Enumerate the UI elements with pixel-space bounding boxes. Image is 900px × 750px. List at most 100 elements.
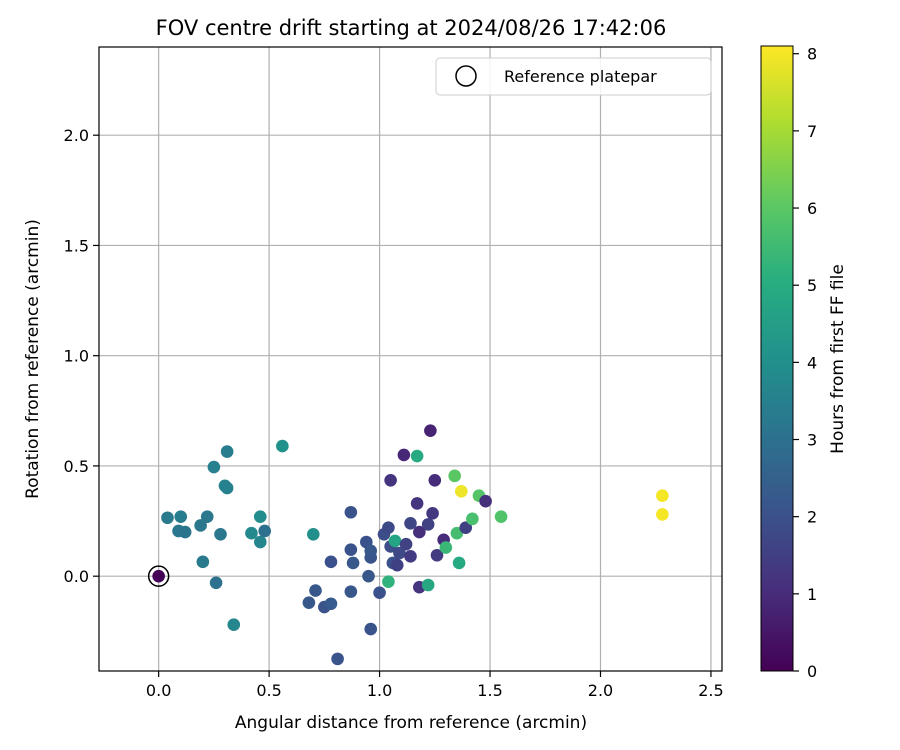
data-point	[364, 622, 378, 636]
colorbar-tick-label: 5	[807, 276, 817, 295]
data-point	[426, 507, 439, 520]
data-point	[220, 481, 234, 495]
data-point	[439, 541, 453, 554]
legend: Reference platepar	[435, 57, 712, 96]
legend-marker	[455, 65, 477, 87]
data-point	[404, 550, 417, 563]
colorbar-tick-label: 3	[807, 431, 817, 450]
data-point	[227, 618, 241, 631]
data-point	[373, 586, 386, 600]
data-point	[309, 584, 322, 597]
colorbar-tick-label: 0	[807, 662, 817, 681]
x-axis-label: Angular distance from reference (arcmin)	[235, 713, 587, 733]
data-point	[324, 555, 338, 569]
y-tick-label: 1.0	[64, 347, 89, 366]
colorbar-tick-label: 8	[807, 45, 817, 64]
data-point	[656, 489, 669, 503]
plot-frame	[98, 46, 723, 672]
y-tick-label: 1.5	[64, 236, 89, 255]
data-point	[220, 445, 234, 458]
y-tick-label: 2.0	[64, 126, 89, 145]
reference-marker	[147, 565, 170, 587]
data-point	[421, 518, 435, 531]
legend-label: Reference platepar	[504, 67, 657, 86]
data-point	[410, 449, 424, 463]
x-tick-label: 2.0	[588, 681, 613, 700]
x-tick-label: 0.5	[256, 681, 281, 700]
reference-platepar-point	[147, 565, 170, 587]
data-point	[253, 510, 267, 523]
y-axis: 0.0 0.5 1.0 1.5 2.0	[64, 126, 99, 586]
data-point	[207, 460, 221, 474]
scatter-points	[152, 424, 669, 666]
colorbar-bar	[760, 45, 794, 672]
data-point	[428, 473, 442, 487]
data-point	[214, 527, 227, 541]
chart-title: FOV centre drift starting at 2024/08/26 …	[156, 16, 667, 40]
data-point	[455, 484, 468, 498]
data-point	[344, 585, 358, 598]
grid	[99, 47, 722, 671]
data-point	[253, 535, 267, 549]
x-tick-label: 0.0	[146, 681, 171, 700]
data-point	[397, 448, 411, 462]
data-point	[459, 521, 473, 534]
data-point	[452, 556, 466, 570]
data-point	[404, 516, 417, 530]
data-point	[152, 569, 165, 583]
x-tick-label: 1.0	[367, 681, 392, 700]
data-point	[302, 596, 316, 609]
data-point	[324, 597, 338, 611]
data-point	[245, 526, 258, 540]
data-point	[209, 576, 223, 590]
data-point	[382, 575, 395, 588]
data-point	[494, 510, 508, 523]
data-point	[362, 569, 375, 583]
x-axis: 0.0 0.5 1.0 1.5 2.0 2.5	[146, 671, 724, 700]
data-point	[390, 558, 404, 572]
data-point	[194, 519, 207, 532]
data-point	[466, 512, 479, 526]
y-tick-label: 0.0	[64, 567, 89, 586]
data-point	[161, 511, 174, 525]
data-point	[258, 524, 271, 538]
data-point	[479, 494, 492, 508]
x-tick-label: 1.5	[477, 681, 502, 700]
data-point	[174, 510, 188, 523]
colorbar-label: Hours from first FF file	[828, 264, 848, 454]
colorbar-tick-label: 1	[807, 585, 817, 604]
data-point	[276, 439, 289, 453]
data-point	[346, 556, 360, 570]
data-point	[448, 469, 461, 483]
data-point	[656, 508, 669, 521]
data-point	[344, 505, 358, 519]
data-point	[410, 497, 424, 510]
data-point	[388, 534, 402, 548]
data-point	[364, 544, 378, 558]
data-point	[178, 525, 192, 539]
data-point	[306, 527, 320, 541]
x-tick-label: 2.5	[698, 681, 723, 700]
data-point	[430, 548, 444, 562]
data-point	[331, 652, 344, 666]
colorbar-tick-label: 2	[807, 508, 817, 527]
data-point	[399, 537, 413, 551]
colorbar: 0 1 2 3 4 5 6 7 8 Hours from first FF file	[760, 45, 848, 681]
y-tick-label: 0.5	[64, 457, 89, 476]
data-point	[393, 546, 406, 560]
data-point	[196, 555, 210, 569]
data-point	[384, 473, 397, 487]
data-point	[200, 510, 214, 523]
y-axis-label: Rotation from reference (arcmin)	[23, 219, 43, 499]
data-point	[421, 578, 435, 592]
colorbar-tick-label: 6	[807, 199, 817, 218]
colorbar-tick-label: 4	[807, 353, 817, 372]
data-point	[424, 424, 437, 437]
data-point	[344, 543, 358, 557]
legend-box	[435, 57, 712, 96]
colorbar-tick-label: 7	[807, 122, 817, 141]
data-point	[413, 525, 426, 539]
data-point	[382, 521, 395, 534]
colorbar-ticks: 0 1 2 3 4 5 6 7 8	[793, 45, 817, 681]
